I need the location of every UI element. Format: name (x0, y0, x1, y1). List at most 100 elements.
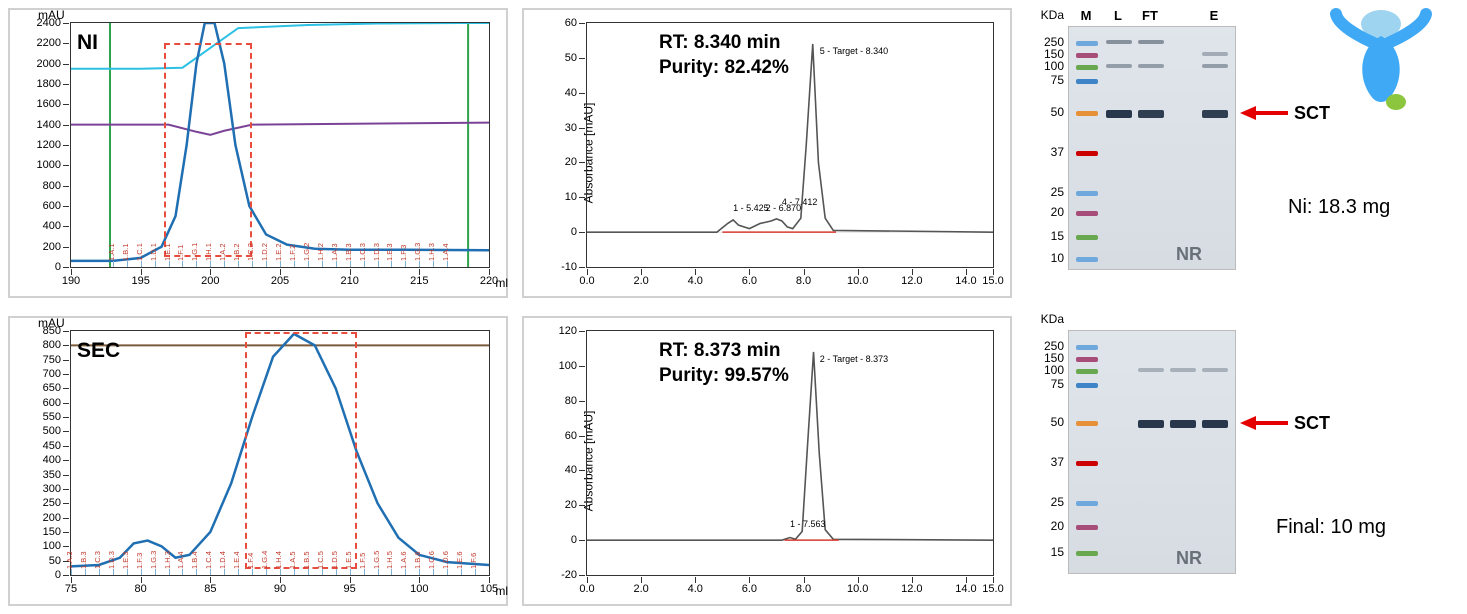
fraction-label: 1.A.4 (441, 243, 450, 261)
ni-label: NI (77, 31, 98, 55)
fraction-label: 1.H.3 (427, 243, 436, 261)
kda-tick: 10 (1028, 251, 1064, 265)
kda-tick: 25 (1028, 185, 1064, 199)
fraction-label: 1.E.3 (121, 551, 130, 569)
ladder-band (1076, 235, 1098, 240)
sct-arrow-icon (1240, 416, 1288, 430)
fraction-label: 1.E.4 (232, 551, 241, 569)
fraction-label: 1.C.2 (246, 243, 255, 261)
fraction-label: 1.B.4 (190, 551, 199, 569)
kda-tick: 50 (1028, 415, 1064, 429)
ladder-band (1076, 461, 1098, 466)
fraction-label: 1.A.3 (65, 551, 74, 569)
fraction-label: 1.G.4 (260, 551, 269, 569)
gel-band (1170, 420, 1196, 428)
fraction-label: 1.H.2 (316, 243, 325, 261)
gel-nr-label-bot: NR (1176, 548, 1202, 569)
ladder-band (1076, 41, 1098, 46)
fraction-label: 1.E.6 (455, 551, 464, 569)
gel-band (1138, 420, 1164, 428)
ladder-band (1076, 357, 1098, 362)
fraction-label: 1.H.1 (204, 243, 213, 261)
ladder-band (1076, 369, 1098, 374)
kda-tick: 75 (1028, 73, 1064, 87)
fraction-label: 1.D.3 (372, 243, 381, 261)
sct-label-top: SCT (1294, 103, 1330, 124)
sec-chromatogram-panel: mAU 050100150200250300350400450500550600… (8, 316, 508, 606)
ni-traces (71, 23, 489, 267)
fraction-label: 1.B.5 (302, 551, 311, 569)
fraction-label: 1.D.2 (260, 243, 269, 261)
fraction-label: 1.F.2 (288, 245, 297, 261)
sct-arrow-icon (1240, 106, 1288, 120)
fraction-label: 1.B.2 (232, 243, 241, 261)
hplc-top-panel: Absorbance [mAU] -1001020304050600.02.04… (522, 8, 1012, 298)
kda-tick: 100 (1028, 59, 1064, 73)
fraction-label: 1.H.5 (385, 551, 394, 569)
fraction-label: 1.D.6 (441, 551, 450, 569)
fraction-label: 1.C.5 (316, 551, 325, 569)
kda-tick: 37 (1028, 145, 1064, 159)
kda-tick: 50 (1028, 105, 1064, 119)
fraction-label: 1.G.1 (190, 243, 199, 261)
fraction-label: 1.F.6 (469, 553, 478, 569)
fraction-label: 1.A.2 (218, 243, 227, 261)
kda-tick: 20 (1028, 205, 1064, 219)
sec-traces (71, 331, 489, 575)
gel-band (1202, 110, 1228, 118)
fraction-label: 1.A.4 (176, 551, 185, 569)
fraction-label: 1.A.1 (107, 243, 116, 261)
gel-band (1170, 368, 1196, 372)
gel-top-image (1068, 26, 1236, 270)
fraction-label: 1.C.6 (427, 551, 436, 569)
peak-label: 1 - 7.563 (790, 519, 826, 529)
peak-label: 5 - Target - 8.340 (820, 46, 888, 56)
gel-lane-label: E (1210, 8, 1219, 23)
hplc-bot-purity: Purity: 99.57% (659, 364, 789, 389)
protein-cartoon-icon (1326, 6, 1436, 126)
fraction-label: 1.F.5 (358, 553, 367, 569)
gel-bot-image (1068, 330, 1236, 574)
ladder-band (1076, 65, 1098, 70)
fraction-label: 1.H.4 (274, 551, 283, 569)
gel-band (1202, 52, 1228, 56)
kda-unit: KDa (1028, 312, 1064, 326)
gel-band (1138, 110, 1164, 118)
ladder-band (1076, 345, 1098, 350)
fraction-label: 1.E.2 (274, 243, 283, 261)
fraction-label: 1.F.1 (176, 245, 185, 261)
hplc-top-rt: RT: 8.340 min (659, 31, 789, 56)
gel-band (1106, 64, 1132, 68)
gel-band (1202, 368, 1228, 372)
hplc-top-purity: Purity: 82.42% (659, 56, 789, 81)
fraction-label: 1.D.3 (107, 551, 116, 569)
fraction-label: 1.E.3 (385, 243, 394, 261)
ni-chromatogram-panel: mAU 020040060080010001200140016001800200… (8, 8, 508, 298)
hplc-bot-panel: Absorbance [mAU] -200204060801001200.02.… (522, 316, 1012, 606)
kda-tick: 37 (1028, 455, 1064, 469)
sec-x-unit: ml (495, 584, 508, 598)
fraction-label: 1.G.3 (149, 551, 158, 569)
ladder-band (1076, 257, 1098, 262)
final-yield: Final: 10 mg (1276, 516, 1386, 539)
ladder-band (1076, 421, 1098, 426)
kda-tick: 15 (1028, 229, 1064, 243)
fraction-label: 1.C.3 (358, 243, 367, 261)
ni-plot-area: 0200400600800100012001400160018002000220… (70, 22, 490, 268)
fraction-label: 1.A.6 (399, 551, 408, 569)
kda-unit: KDa (1028, 8, 1064, 22)
ladder-band (1076, 79, 1098, 84)
fraction-label: 1.B.3 (344, 243, 353, 261)
gel-band (1106, 40, 1132, 44)
fraction-label: 1.B.6 (413, 551, 422, 569)
ladder-band (1076, 525, 1098, 530)
fraction-label: 1.F.3 (135, 553, 144, 569)
ladder-band (1076, 501, 1098, 506)
fraction-label: 1.C.3 (93, 551, 102, 569)
fraction-label: 1.D.1 (149, 243, 158, 261)
gel-lane-label: M (1081, 8, 1092, 23)
ladder-band (1076, 383, 1098, 388)
gel-band (1202, 420, 1228, 428)
hplc-bot-trace (587, 331, 993, 575)
ni-x-unit: ml (495, 276, 508, 290)
